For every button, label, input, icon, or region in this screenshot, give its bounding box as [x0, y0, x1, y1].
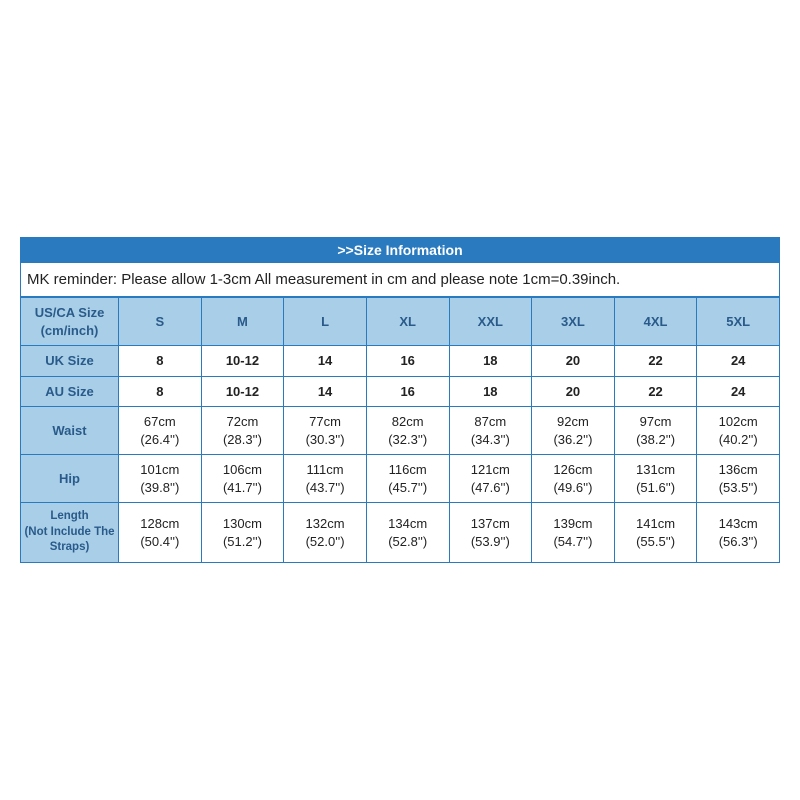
uk-size-row: UK Size 8 10-12 14 16 18 20 22 24	[21, 346, 780, 377]
au-7: 24	[697, 376, 780, 407]
waist-label: Waist	[21, 407, 119, 455]
length-7: 143cm(56.3'')	[697, 503, 780, 563]
uk-0: 8	[119, 346, 202, 377]
au-3: 16	[366, 376, 449, 407]
length-1: 130cm(51.2'')	[201, 503, 284, 563]
waist-1: 72cm(28.3'')	[201, 407, 284, 455]
uk-1: 10-12	[201, 346, 284, 377]
hip-5: 126cm(49.6'')	[532, 455, 615, 503]
au-6: 22	[614, 376, 697, 407]
size-table: US/CA Size (cm/inch) S M L XL XXL 3XL 4X…	[20, 297, 780, 563]
length-5: 139cm(54.7'')	[532, 503, 615, 563]
hip-6: 131cm(51.6'')	[614, 455, 697, 503]
size-chart: >>Size Information MK reminder: Please a…	[20, 237, 780, 563]
waist-6: 97cm(38.2'')	[614, 407, 697, 455]
length-6: 141cm(55.5'')	[614, 503, 697, 563]
length-label: Length(Not Include The Straps)	[21, 503, 119, 563]
waist-5: 92cm(36.2'')	[532, 407, 615, 455]
uk-6: 22	[614, 346, 697, 377]
reminder-text: MK reminder: Please allow 1-3cm All meas…	[20, 263, 780, 297]
waist-4: 87cm(34.3'')	[449, 407, 532, 455]
waist-0: 67cm(26.4'')	[119, 407, 202, 455]
hip-3: 116cm(45.7'')	[366, 455, 449, 503]
au-0: 8	[119, 376, 202, 407]
size-col-1: M	[201, 298, 284, 346]
au-2: 14	[284, 376, 367, 407]
size-col-4: XXL	[449, 298, 532, 346]
au-1: 10-12	[201, 376, 284, 407]
size-col-3: XL	[366, 298, 449, 346]
hip-7: 136cm(53.5'')	[697, 455, 780, 503]
length-0: 128cm(50.4'')	[119, 503, 202, 563]
waist-row: Waist 67cm(26.4'') 72cm(28.3'') 77cm(30.…	[21, 407, 780, 455]
au-size-label: AU Size	[21, 376, 119, 407]
hip-label: Hip	[21, 455, 119, 503]
waist-7: 102cm(40.2'')	[697, 407, 780, 455]
hip-row: Hip 101cm(39.8'') 106cm(41.7'') 111cm(43…	[21, 455, 780, 503]
hip-2: 111cm(43.7'')	[284, 455, 367, 503]
waist-2: 77cm(30.3'')	[284, 407, 367, 455]
waist-3: 82cm(32.3'')	[366, 407, 449, 455]
length-row: Length(Not Include The Straps) 128cm(50.…	[21, 503, 780, 563]
uk-7: 24	[697, 346, 780, 377]
size-col-2: L	[284, 298, 367, 346]
uk-2: 14	[284, 346, 367, 377]
au-5: 20	[532, 376, 615, 407]
uk-4: 18	[449, 346, 532, 377]
size-col-7: 5XL	[697, 298, 780, 346]
size-col-0: S	[119, 298, 202, 346]
header-row: US/CA Size (cm/inch) S M L XL XXL 3XL 4X…	[21, 298, 780, 346]
length-4: 137cm(53.9'')	[449, 503, 532, 563]
hip-0: 101cm(39.8'')	[119, 455, 202, 503]
header-corner: US/CA Size (cm/inch)	[21, 298, 119, 346]
size-col-6: 4XL	[614, 298, 697, 346]
uk-3: 16	[366, 346, 449, 377]
au-size-row: AU Size 8 10-12 14 16 18 20 22 24	[21, 376, 780, 407]
au-4: 18	[449, 376, 532, 407]
hip-4: 121cm(47.6'')	[449, 455, 532, 503]
uk-size-label: UK Size	[21, 346, 119, 377]
title-bar: >>Size Information	[20, 237, 780, 263]
length-2: 132cm(52.0'')	[284, 503, 367, 563]
uk-5: 20	[532, 346, 615, 377]
length-3: 134cm(52.8'')	[366, 503, 449, 563]
hip-1: 106cm(41.7'')	[201, 455, 284, 503]
size-col-5: 3XL	[532, 298, 615, 346]
